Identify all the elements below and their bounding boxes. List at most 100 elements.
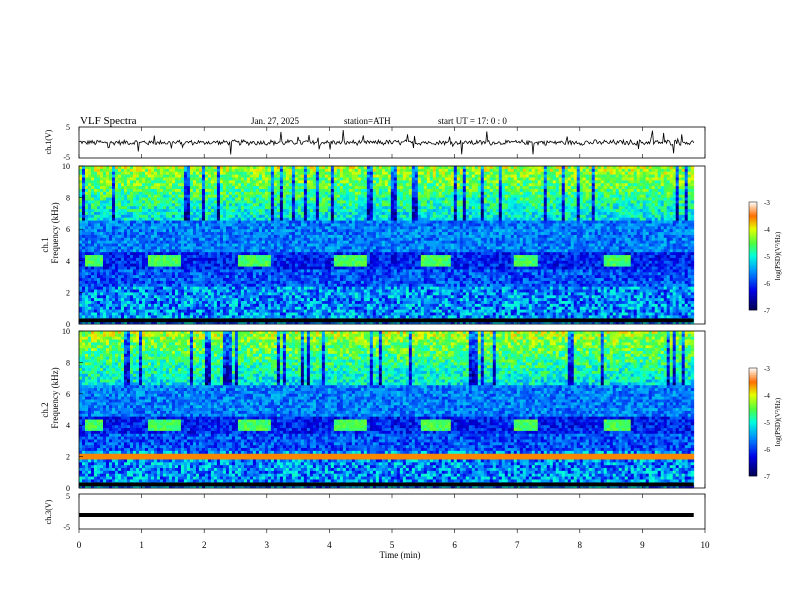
spectrogram-cell <box>166 223 169 226</box>
spectrogram-cell <box>139 290 142 293</box>
spectrogram-cell <box>124 301 127 304</box>
spectrogram-cell <box>112 226 115 229</box>
spectrogram-cell <box>106 298 109 301</box>
spectrogram-cell <box>118 244 121 247</box>
spectrogram-cell <box>91 258 94 261</box>
spectrogram-cell <box>154 275 157 278</box>
spectrogram-cell <box>82 206 85 209</box>
spectrogram-cell <box>82 192 85 195</box>
spectrogram-cell <box>103 232 106 235</box>
spectrogram-cell <box>91 272 94 275</box>
spectrogram-cell <box>157 189 160 192</box>
spectrogram-cell <box>94 275 97 278</box>
spectrogram-cell <box>130 221 133 224</box>
spectrogram-cell <box>85 255 88 258</box>
spectrogram-cell <box>136 295 139 298</box>
spectrogram-cell <box>109 261 112 264</box>
spectrogram-cell <box>91 200 94 203</box>
spectrogram-cell <box>136 203 139 206</box>
spectrogram-cell <box>160 252 163 255</box>
spectrogram-cell <box>115 229 118 232</box>
spectrogram-cell <box>142 249 145 252</box>
spectrogram-cell <box>100 238 103 241</box>
spectrogram-cell <box>91 298 94 301</box>
spectrogram-cell <box>160 166 163 169</box>
spectrogram-cell <box>154 192 157 195</box>
spectrogram-cell <box>88 281 91 284</box>
ch1-waveform-trace <box>79 130 694 155</box>
spectrogram-cell <box>133 313 136 316</box>
spectrogram-cell <box>139 175 142 178</box>
spectrogram-cell <box>115 304 118 307</box>
spectrogram-cell <box>100 284 103 287</box>
spectrogram-cell <box>109 246 112 249</box>
spectrogram-cell <box>136 292 139 295</box>
spectrogram-cell <box>97 272 100 275</box>
spectrogram-cell <box>142 192 145 195</box>
spectrogram-cell <box>160 275 163 278</box>
spectrogram-cell <box>145 172 148 175</box>
figure-title: VLF Spectra <box>80 115 137 127</box>
spectrogram-cell <box>151 226 154 229</box>
spectrogram-cell <box>100 287 103 290</box>
spectrogram-cell <box>91 172 94 175</box>
spectrogram-cell <box>124 172 127 175</box>
spectrogram-cell <box>115 264 118 267</box>
spectrogram-cell <box>133 275 136 278</box>
spectrogram-cell <box>118 189 121 192</box>
spectrogram-cell <box>94 287 97 290</box>
spectrogram-cell <box>142 292 145 295</box>
spectrogram-cell <box>145 310 148 313</box>
spectrogram-cell <box>88 238 91 241</box>
spectrogram-cell <box>163 255 166 258</box>
spectrogram-cell <box>148 221 151 224</box>
spectrogram-cell <box>166 172 169 175</box>
spectrogram-cell <box>136 235 139 238</box>
spectrogram-cell <box>94 246 97 249</box>
spectrogram-cell <box>115 218 118 221</box>
spectrogram-cell <box>91 212 94 215</box>
spectrogram-cell <box>166 290 169 293</box>
spectrogram-cell <box>118 246 121 249</box>
spectrogram-cell <box>169 244 172 247</box>
spectrogram-cell <box>145 229 148 232</box>
spectrogram-cell <box>133 269 136 272</box>
spectrogram-cell <box>100 221 103 224</box>
spectrogram-cell <box>106 169 109 172</box>
spectrogram-cell <box>136 298 139 301</box>
spectrogram-cell <box>106 258 109 261</box>
spectrogram-cell <box>169 246 172 249</box>
spectrogram-cell <box>136 246 139 249</box>
spectrogram-cell <box>163 212 166 215</box>
spectrogram-cell <box>160 195 163 198</box>
spectrogram-cell <box>85 278 88 281</box>
spectrogram-cell <box>103 269 106 272</box>
spectrogram-cell <box>79 267 82 270</box>
spectrogram-cell <box>139 275 142 278</box>
spectrogram-cell <box>163 189 166 192</box>
figure-header: VLF Spectra Jan. 27, 2025 station=ATH st… <box>80 115 507 127</box>
spectrogram-cell <box>115 206 118 209</box>
spectrogram-cell <box>151 183 154 186</box>
spectrogram-cell <box>106 249 109 252</box>
spectrogram-cell <box>127 221 130 224</box>
spectrogram-cell <box>154 198 157 201</box>
spectrogram-cell <box>154 310 157 313</box>
spectrogram-cell <box>100 223 103 226</box>
spectrogram-cell <box>79 235 82 238</box>
spectrogram-cell <box>136 177 139 180</box>
spectrogram-cell <box>139 295 142 298</box>
spectrogram-cell <box>130 298 133 301</box>
spectrogram-cell <box>160 290 163 293</box>
spectrogram-cell <box>163 264 166 267</box>
spectrogram-cell <box>115 244 118 247</box>
spectrogram-cell <box>112 292 115 295</box>
spectrogram-cell <box>151 295 154 298</box>
spectrogram-cell <box>133 255 136 258</box>
spectrogram-cell <box>166 295 169 298</box>
spectrogram-cell <box>115 295 118 298</box>
spectrogram-cell <box>157 238 160 241</box>
spectrogram-cell <box>139 180 142 183</box>
spectrogram-cell <box>163 166 166 169</box>
spectrogram-cell <box>94 235 97 238</box>
